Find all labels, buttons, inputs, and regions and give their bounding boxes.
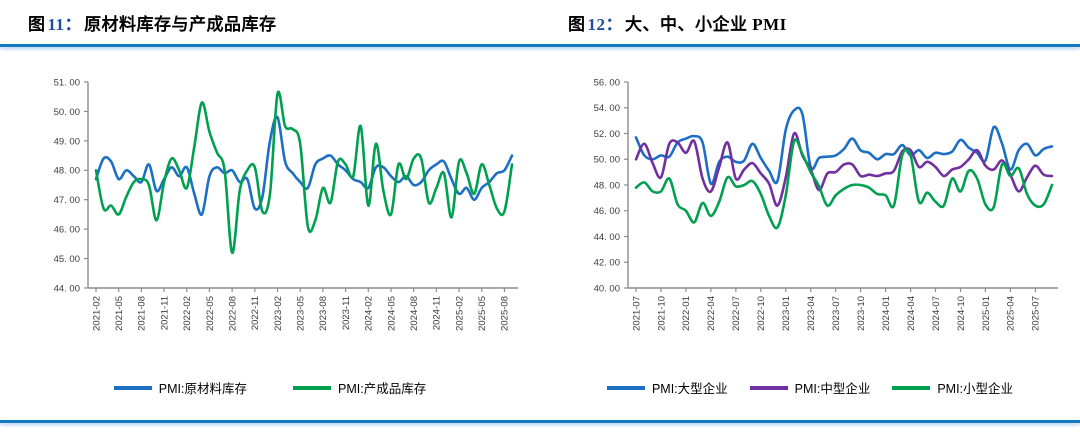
figure-11-title: 图 11： 原材料库存与产成品库存 [28, 10, 277, 35]
y-axis-tick-label: 48. 00 [54, 166, 80, 177]
x-axis-tick-label: 2024-08 [409, 296, 420, 331]
x-axis-tick-label: 2022-11 [250, 296, 261, 330]
x-axis-tick-label: 2025-08 [500, 296, 511, 331]
legend-item-1: PMI:产成品库存 [293, 378, 426, 397]
y-axis-tick-label: 48. 00 [594, 180, 620, 191]
x-axis-tick-label: 2022-10 [756, 296, 767, 331]
y-axis-tick-label: 45. 00 [54, 254, 80, 265]
x-axis-tick-label: 2024-01 [881, 296, 892, 331]
x-axis-tick-label: 2025-07 [1031, 296, 1042, 331]
x-axis-tick-label: 2023-01 [781, 296, 792, 331]
x-axis-tick-label: 2021-07 [631, 296, 642, 331]
x-axis-tick-label: 2021-11 [159, 296, 170, 330]
figure-12-title-word: 图 [568, 15, 586, 34]
legend-item-1: PMI:中型企业 [749, 378, 871, 397]
y-axis-tick-label: 50. 00 [54, 107, 80, 118]
top-divider-rule [0, 44, 1080, 47]
x-axis-tick-label: 2022-05 [205, 296, 216, 331]
y-axis-tick-label: 44. 00 [594, 232, 620, 243]
x-axis-tick-label: 2023-07 [831, 296, 842, 331]
x-axis-tick-label: 2023-10 [856, 296, 867, 331]
x-axis-tick-label: 2025-05 [477, 296, 488, 331]
figure-12-chart-panel: 56. 00 54. 00 52. 00 50. 00 48. 00 46. 00 44. … [540, 56, 1080, 376]
y-axis-tick-label: 42. 00 [594, 258, 620, 269]
series-line-2 [634, 138, 1054, 230]
figure-11-title-text: 原材料库存与产成品库存 [84, 15, 277, 34]
figure-11-line-chart: 51. 00 50. 00 49. 00 48. 00 47. 00 46. 00 45. … [54, 77, 518, 331]
figure-11-legend: PMI:原材料库存 PMI:产成品库存 [0, 378, 540, 397]
figure-12-number: 12： [587, 15, 623, 34]
legend-line-swatch [293, 385, 331, 390]
bottom-divider-rule [0, 420, 1080, 423]
figure-11-number: 11： [47, 15, 83, 34]
y-axis-tick-label: 47. 00 [54, 195, 80, 206]
x-axis-tick-label: 2022-08 [227, 296, 238, 331]
y-axis-tick-label: 46. 00 [54, 225, 80, 236]
y-axis-tick-label: 46. 00 [594, 206, 620, 217]
x-axis-tick-label: 2025-04 [1006, 296, 1017, 331]
legend-line-swatch [749, 385, 788, 390]
y-axis-tick-label: 56. 00 [594, 77, 620, 88]
x-axis-tick-label: 2023-04 [806, 296, 817, 331]
x-axis-tick-label: 2024-07 [931, 296, 942, 331]
legend-label: PMI:大型企业 [651, 382, 728, 396]
x-axis-tick-label: 2024-05 [386, 296, 397, 331]
figure-12-title-text: 大、中、小企业 PMI [625, 15, 787, 34]
legend-item-0: PMI:原材料库存 [113, 378, 247, 397]
x-axis-tick-label: 2023-11 [341, 296, 352, 330]
x-axis-tick-label: 2021-02 [91, 296, 102, 331]
x-axis-tick-label: 2022-07 [731, 296, 742, 331]
figure-12-line-chart: 56. 00 54. 00 52. 00 50. 00 48. 00 46. 00 44. … [594, 77, 1058, 331]
legend-item-0: PMI:大型企业 [606, 378, 728, 397]
x-axis-tick-label: 2022-04 [706, 296, 717, 331]
figure-12-legend: PMI:大型企业 PMI:中型企业 PMI:小型企业 [540, 378, 1080, 397]
y-axis-tick-label: 50. 00 [594, 155, 620, 166]
x-axis-tick-label: 2023-05 [296, 296, 307, 331]
series-line-1 [634, 131, 1054, 207]
legend-item-2: PMI:小型企业 [892, 378, 1013, 397]
x-axis-tick-label: 2022-01 [681, 296, 692, 331]
series-line-1 [94, 90, 514, 255]
legend-line-swatch [892, 385, 931, 390]
legend-line-swatch [606, 385, 645, 390]
x-axis-tick-label: 2024-02 [364, 296, 375, 331]
y-axis-tick-label: 51. 00 [54, 77, 80, 88]
series-line-0 [634, 106, 1054, 186]
figure-11-title-word: 图 [28, 15, 46, 34]
figure-12-title: 图 12： 大、中、小企业 PMI [568, 10, 787, 35]
legend-label: PMI:小型企业 [937, 382, 1014, 396]
legend-line-swatch [113, 385, 152, 390]
x-axis-tick-label: 2024-04 [906, 296, 917, 331]
x-axis-tick-label: 2025-01 [981, 296, 992, 331]
x-axis-tick-label: 2025-02 [454, 296, 465, 331]
legend-label: PMI:原材料库存 [158, 382, 247, 396]
x-axis-tick-label: 2024-10 [956, 296, 967, 331]
y-axis-tick-label: 52. 00 [594, 129, 620, 140]
x-axis-tick-label: 2021-10 [656, 296, 667, 331]
legend-label: PMI:中型企业 [794, 382, 871, 396]
legend-label: PMI:产成品库存 [338, 382, 427, 396]
x-axis-tick-label: 2022-02 [182, 296, 193, 331]
x-axis-tick-label: 2023-02 [273, 296, 284, 331]
figure-11-chart-panel: 51. 00 50. 00 49. 00 48. 00 47. 00 46. 00 45. … [0, 56, 540, 376]
x-axis-tick-label: 2024-11 [432, 296, 443, 330]
x-axis-tick-label: 2021-08 [137, 296, 148, 331]
x-axis-tick-label: 2021-05 [114, 296, 125, 331]
y-axis-tick-label: 49. 00 [54, 136, 80, 147]
y-axis-tick-label: 54. 00 [594, 103, 620, 114]
y-axis-tick-label: 44. 00 [54, 283, 80, 294]
y-axis-tick-label: 40. 00 [594, 283, 620, 294]
x-axis-tick-label: 2023-08 [318, 296, 329, 331]
